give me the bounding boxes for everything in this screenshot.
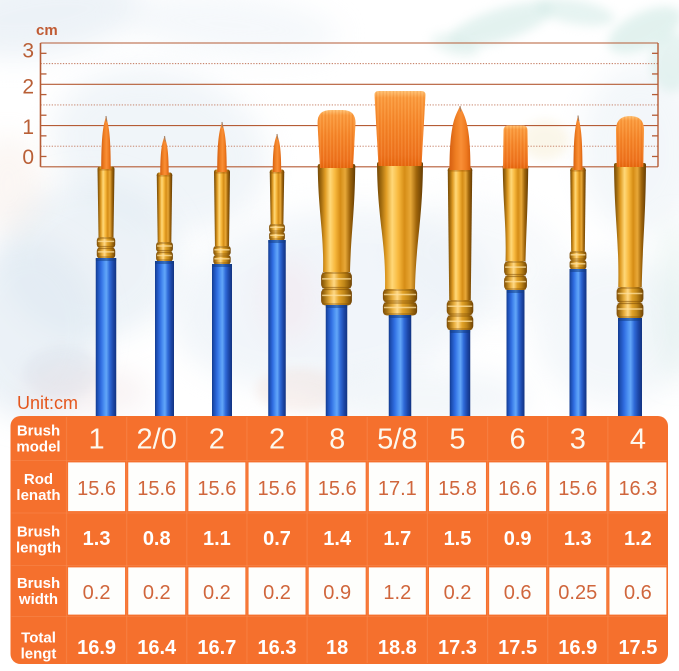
- svg-text:15.6: 15.6: [558, 478, 597, 500]
- svg-text:5/8: 5/8: [377, 423, 417, 455]
- svg-text:0.2: 0.2: [83, 582, 111, 604]
- svg-text:15.8: 15.8: [438, 478, 477, 500]
- svg-text:1.3: 1.3: [564, 528, 592, 550]
- svg-text:1.5: 1.5: [444, 528, 472, 550]
- svg-text:2: 2: [269, 423, 285, 455]
- svg-text:17.3: 17.3: [438, 637, 477, 659]
- svg-text:17.5: 17.5: [618, 637, 657, 659]
- svg-text:1.1: 1.1: [203, 528, 231, 550]
- svg-text:0.2: 0.2: [263, 582, 291, 604]
- svg-text:1.2: 1.2: [624, 528, 652, 550]
- svg-text:2/0: 2/0: [137, 423, 177, 455]
- svg-text:15.6: 15.6: [137, 478, 176, 500]
- svg-text:4: 4: [630, 423, 646, 455]
- svg-text:0.6: 0.6: [504, 582, 532, 604]
- svg-text:1: 1: [22, 116, 34, 139]
- svg-text:1.3: 1.3: [83, 528, 111, 550]
- svg-text:16.9: 16.9: [558, 637, 597, 659]
- svg-text:0.9: 0.9: [323, 582, 351, 604]
- svg-text:Brush: Brush: [17, 523, 60, 540]
- svg-text:length: length: [16, 539, 61, 556]
- svg-text:17.5: 17.5: [498, 637, 537, 659]
- svg-text:0.2: 0.2: [203, 582, 231, 604]
- svg-text:cm: cm: [36, 22, 58, 39]
- svg-text:0.9: 0.9: [504, 528, 532, 550]
- svg-text:3: 3: [22, 39, 34, 62]
- svg-text:1.4: 1.4: [323, 528, 352, 550]
- svg-text:Brush: Brush: [17, 422, 60, 439]
- svg-text:1: 1: [89, 423, 105, 455]
- svg-text:Unit:cm: Unit:cm: [17, 393, 78, 413]
- svg-text:16.4: 16.4: [137, 637, 177, 659]
- svg-text:Rod: Rod: [24, 471, 53, 488]
- svg-text:1.2: 1.2: [383, 582, 411, 604]
- svg-text:model: model: [16, 438, 60, 455]
- svg-text:lenath: lenath: [16, 487, 60, 504]
- svg-text:8: 8: [329, 423, 345, 455]
- svg-text:18.8: 18.8: [378, 637, 417, 659]
- svg-text:3: 3: [570, 423, 586, 455]
- svg-text:width: width: [18, 591, 58, 608]
- svg-text:5: 5: [449, 423, 465, 455]
- svg-text:16.3: 16.3: [258, 637, 297, 659]
- svg-text:15.6: 15.6: [77, 478, 116, 500]
- svg-text:0.8: 0.8: [143, 528, 171, 550]
- svg-text:lengt: lengt: [21, 646, 57, 663]
- svg-text:15.6: 15.6: [318, 478, 357, 500]
- svg-text:2: 2: [22, 76, 34, 99]
- svg-text:0.7: 0.7: [263, 528, 291, 550]
- svg-text:0.25: 0.25: [558, 582, 597, 604]
- svg-text:6: 6: [510, 423, 526, 455]
- svg-text:17.1: 17.1: [378, 478, 417, 500]
- svg-text:Total: Total: [21, 630, 56, 647]
- svg-text:0.6: 0.6: [624, 582, 652, 604]
- svg-text:15.6: 15.6: [258, 478, 297, 500]
- svg-text:Brush: Brush: [17, 575, 60, 592]
- svg-text:16.9: 16.9: [77, 637, 116, 659]
- svg-text:16.6: 16.6: [498, 478, 537, 500]
- svg-text:0: 0: [22, 146, 34, 169]
- svg-text:18: 18: [326, 637, 348, 659]
- svg-text:0.2: 0.2: [143, 582, 171, 604]
- svg-text:16.3: 16.3: [618, 478, 657, 500]
- svg-text:16.7: 16.7: [197, 637, 236, 659]
- svg-text:2: 2: [209, 423, 225, 455]
- svg-text:0.2: 0.2: [444, 582, 472, 604]
- svg-text:15.6: 15.6: [197, 478, 236, 500]
- svg-text:1.7: 1.7: [383, 528, 411, 550]
